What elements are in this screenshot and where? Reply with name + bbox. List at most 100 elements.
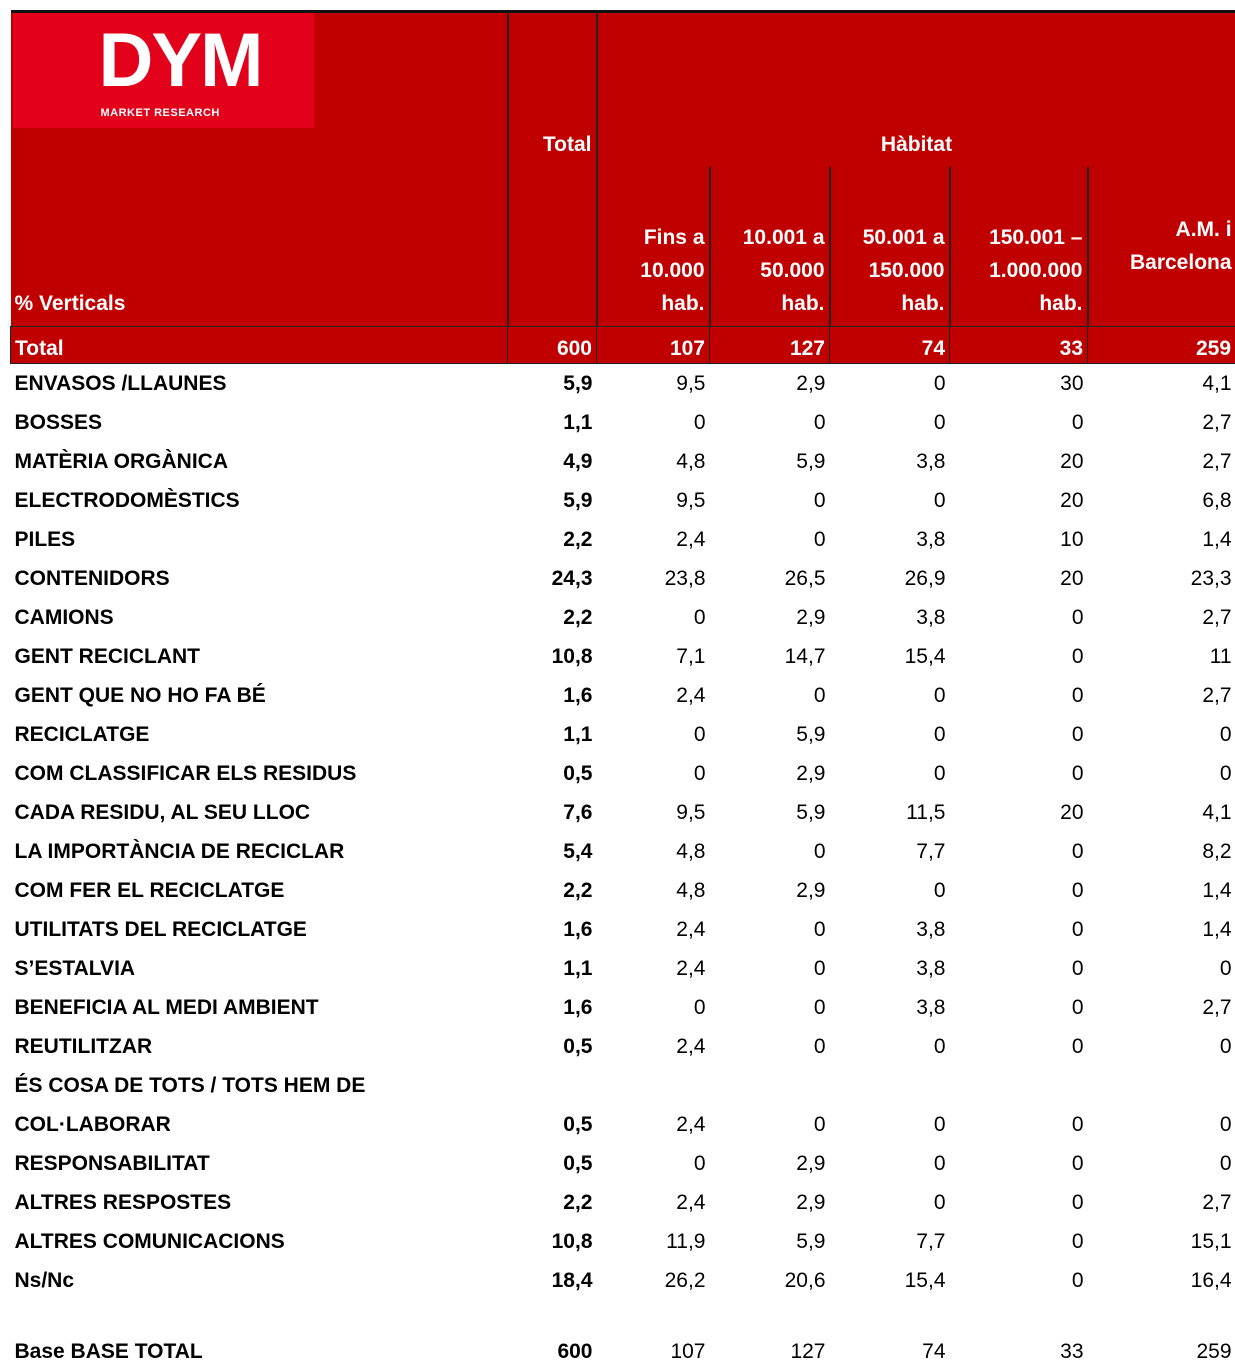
row-label-line: RECICLATGE [15,723,150,746]
row-label: MATÈRIA ORGÀNICA [11,442,508,481]
row-label-line: CONTENIDORS [15,567,170,590]
row-label-line: PILES [15,528,76,551]
logo-name: DYM [99,23,262,99]
row-label: RECICLATGE [11,715,508,754]
column-header-line: 1.000.000 [989,259,1082,282]
column-header-line: hab. [661,292,704,315]
cell-value: 0 [1088,1066,1235,1144]
cell-value: 1,6 [508,676,597,715]
cell-value: 16,4 [1088,1261,1235,1300]
row-label-line: UTILITATS DEL RECICLATGE [15,918,307,941]
cell-value: 0 [710,403,830,442]
cell-value: 2,7 [1088,403,1235,442]
cell-value: 0 [597,715,710,754]
table-row [11,1300,1235,1339]
cell-value: 0 [950,910,1088,949]
cell-value: 3,8 [830,910,950,949]
cell-value: 20,6 [710,1261,830,1300]
row-label-line: ALTRES COMUNICACIONS [15,1230,285,1253]
cell-value: 0 [950,403,1088,442]
cell-value: 4,1 [1088,793,1235,832]
cell-value: 3,8 [830,520,950,559]
cell-value: 3,8 [830,442,950,481]
logo-tagline: MARKET RESEARCH [101,97,220,130]
cell-value: 1,1 [508,949,597,988]
cell-value: 0 [950,754,1088,793]
cell-value: 10 [950,520,1088,559]
cell-value: 0 [710,910,830,949]
row-label-line: CAMIONS [15,606,114,629]
column-header-line: hab. [1039,292,1082,315]
cell-value: 15,4 [830,637,950,676]
cell-value: 0 [597,403,710,442]
cell-value: 7,1 [597,637,710,676]
cell-value: 2,2 [508,520,597,559]
total-value: 107 [597,327,710,364]
cell-value: 2,9 [710,598,830,637]
cell-value: 1,6 [508,988,597,1027]
cell-value: 0 [830,364,950,404]
cell-value: 20 [950,793,1088,832]
row-label: RESPONSABILITAT [11,1144,508,1183]
empty-cell [11,1300,508,1339]
cell-value: 2,4 [597,520,710,559]
total-label: Total [11,327,508,364]
cell-value: 0,5 [508,754,597,793]
row-label: ALTRES RESPOSTES [11,1183,508,1222]
cell-value: 2,7 [1088,988,1235,1027]
cell-value: 0 [710,1066,830,1144]
row-label-line: S’ESTALVIA [15,957,136,980]
cell-value: 3,8 [830,949,950,988]
cell-value: 0 [710,676,830,715]
cell-value: 2,9 [710,871,830,910]
row-label-line: ENVASOS /LLAUNES [15,372,227,395]
base-value: 33 [950,1339,1088,1365]
cell-value: 0 [830,1027,950,1066]
cell-value: 26,9 [830,559,950,598]
row-label-line: CADA RESIDU, AL SEU LLOC [15,801,311,824]
cell-value: 5,9 [508,364,597,404]
cell-value: 0 [950,715,1088,754]
row-label: GENT QUE NO HO FA BÉ [11,676,508,715]
cell-value: 9,5 [597,793,710,832]
column-header: 150.001 – 1.000.000 hab. [950,167,1088,327]
cell-value: 0 [830,676,950,715]
cell-value: 0 [950,598,1088,637]
base-label: Base BASE TOTAL [11,1339,508,1365]
cell-value: 0,5 [508,1144,597,1183]
row-label-line: GENT RECICLANT [15,645,201,668]
column-header-line: 150.001 – [989,226,1082,249]
cell-value: 2,9 [710,364,830,404]
base-value: 127 [710,1339,830,1365]
cell-value: 0 [950,1261,1088,1300]
row-label: BOSSES [11,403,508,442]
row-label-line: COM CLASSIFICAR ELS RESIDUS [15,762,357,785]
cell-value: 0 [950,1144,1088,1183]
row-label: ALTRES COMUNICACIONS [11,1222,508,1261]
cell-value: 15,4 [830,1261,950,1300]
row-label-line: GENT QUE NO HO FA BÉ [15,684,266,707]
cell-value: 2,7 [1088,676,1235,715]
row-label-header: % Verticals [11,167,508,327]
row-label-line: REUTILITZAR [15,1035,153,1058]
cell-value: 0 [1088,1144,1235,1183]
cell-value: 20 [950,481,1088,520]
cell-value: 11,5 [830,793,950,832]
cell-value: 3,8 [830,598,950,637]
cell-value: 2,9 [710,754,830,793]
cell-value: 24,3 [508,559,597,598]
empty-cell [830,1300,950,1339]
cell-value: 2,4 [597,1066,710,1144]
row-label-line: ÉS COSA DE TOTS / TOTS HEM DE [15,1074,366,1097]
cell-value: 1,1 [508,403,597,442]
